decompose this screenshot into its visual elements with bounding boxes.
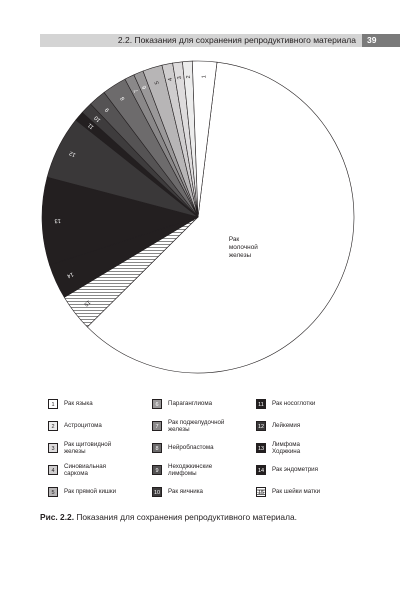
- legend-item-9: 9 Неходжкинские лимфомы: [152, 459, 254, 481]
- legend-label-1: Рак языка: [64, 400, 93, 408]
- legend-item-5: 5 Рак прямой кишки: [48, 481, 150, 503]
- legend-swatch-12: 12: [256, 421, 266, 431]
- slice-label-13: 13: [54, 217, 60, 223]
- slice-label-4: 4: [168, 77, 174, 81]
- slice-label-8: 8: [120, 95, 127, 101]
- legend-item-8: 8 Нейробластома: [152, 437, 254, 459]
- legend-swatch-6: 6: [152, 399, 162, 409]
- legend-label-9: Неходжкинские лимфомы: [168, 462, 213, 477]
- legend-swatch-15: 15: [256, 487, 266, 497]
- running-head-title: 2.2. Показания для сохранения репродукти…: [117, 35, 356, 45]
- slice-label-10: 10: [93, 114, 102, 123]
- slice-label-3: 3: [177, 76, 183, 80]
- legend-label-4: Синовиальная саркома: [64, 462, 107, 477]
- legend-swatch-9: 9: [152, 465, 162, 475]
- legend-label-14: Рак эндометрия: [272, 466, 318, 474]
- legend-swatch-5: 5: [48, 487, 58, 497]
- legend-item-6: 6 Параганглиома: [152, 393, 254, 415]
- slice-label-breast-cancer: Рак молочной железы: [229, 236, 258, 259]
- legend-item-1: 1 Рак языка: [48, 393, 150, 415]
- legend-label-5: Рак прямой кишки: [64, 488, 117, 496]
- legend-item-10: 10 Рак яичника: [152, 481, 254, 503]
- page-number: 39: [362, 34, 400, 47]
- legend-label-8: Нейробластома: [168, 444, 214, 452]
- running-head: 2.2. Показания для сохранения репродукти…: [40, 34, 362, 47]
- legend-swatch-13: 13: [256, 443, 266, 453]
- pie-slice-13: [41, 176, 200, 266]
- slice-label-14: 14: [66, 271, 74, 279]
- legend-swatch-1: 1: [48, 399, 58, 409]
- slice-label-1: 1: [201, 75, 207, 78]
- legend-swatch-10: 10: [152, 487, 162, 497]
- legend-label-11: Рак носоглотки: [272, 400, 316, 408]
- legend-label-6: Параганглиома: [168, 400, 213, 408]
- legend-label-10: Рак яичника: [168, 488, 203, 496]
- legend-item-7: 7 Рак поджелудочной железы: [152, 415, 254, 437]
- caption-text: Показания для сохранения репродуктивного…: [76, 512, 297, 522]
- legend-item-11: 11 Рак носоглотки: [256, 393, 358, 415]
- caption-prefix: Рис. 2.2.: [40, 512, 75, 522]
- slice-label-9: 9: [104, 106, 111, 112]
- legend-label-12: Лейкемия: [272, 422, 301, 430]
- pie-slice-breast-cancer: [86, 61, 355, 374]
- legend-item-4: 4 Синовиальная саркома: [48, 459, 150, 481]
- pie-slice-1: [191, 60, 218, 218]
- slice-label-2: 2: [186, 75, 192, 79]
- legend-swatch-4: 4: [48, 465, 58, 475]
- legend-label-15: Рак шейки матки: [272, 488, 321, 496]
- slice-label-12: 12: [69, 150, 77, 158]
- legend-item-15: 15 Рак шейки матки: [256, 481, 358, 503]
- legend-swatch-7: 7: [152, 421, 162, 431]
- legend-label-3: Рак щитовидной железы: [64, 440, 112, 455]
- legend-item-3: 3 Рак щитовидной железы: [48, 437, 150, 459]
- chart-legend: 1 Рак языка 2 Астроцитома 3 Рак щитовидной же…: [48, 393, 358, 503]
- slice-label-15: 15: [83, 299, 92, 308]
- slice-label-11: 11: [87, 122, 95, 130]
- slice-label-6: 6: [141, 84, 148, 89]
- legend-swatch-11: 11: [256, 399, 266, 409]
- legend-swatch-2: 2: [48, 421, 58, 431]
- legend-label-2: Астроцитома: [64, 422, 102, 430]
- legend-swatch-3: 3: [48, 443, 58, 453]
- legend-item-13: 13 Лимфома Ходжкина: [256, 437, 358, 459]
- legend-label-13: Лимфома Ходжкина: [272, 440, 301, 455]
- legend-item-14: 14 Рак эндометрия: [256, 459, 358, 481]
- legend-label-7: Рак поджелудочной железы: [168, 418, 225, 433]
- legend-swatch-14: 14: [256, 465, 266, 475]
- legend-item-2: 2 Астроцитома: [48, 415, 150, 437]
- slice-label-5: 5: [154, 80, 161, 85]
- legend-item-12: 12 Лейкемия: [256, 415, 358, 437]
- slice-label-7: 7: [133, 88, 140, 93]
- figure-caption: Рис. 2.2. Показания для сохранения репро…: [40, 512, 370, 522]
- legend-swatch-8: 8: [152, 443, 162, 453]
